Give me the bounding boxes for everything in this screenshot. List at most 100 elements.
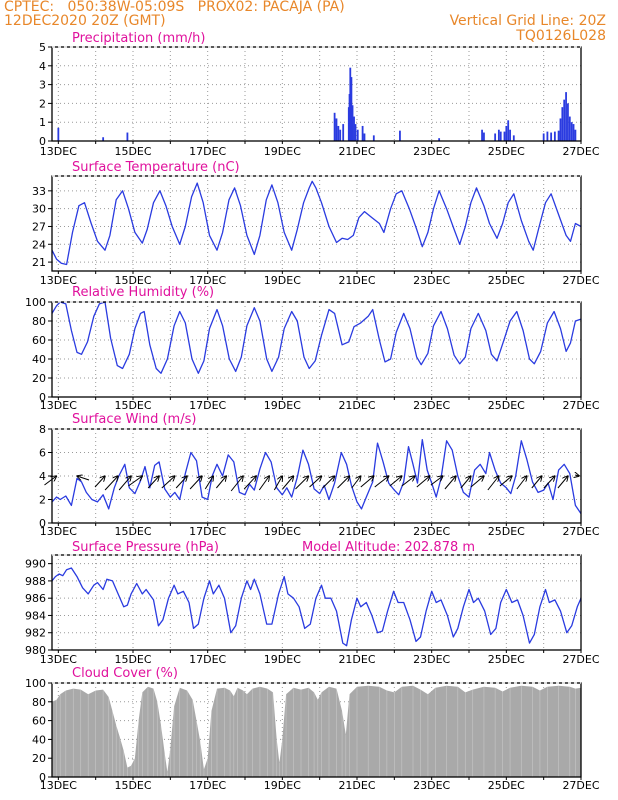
wind-xtick-label: 19DEC [264,525,301,538]
wind-vector [147,476,159,489]
humidity-series-line [51,301,582,374]
pressure-title: Surface Pressure (hPa) [72,540,219,555]
wind-vector [104,476,118,491]
temperature-title: Surface Temperature (nC) [72,160,240,175]
precip-bar [372,135,375,141]
cloud-ytick-label: 80 [32,696,46,709]
cloud-xtick-label: 23DEC [413,779,450,792]
cloud-ytick-label: 0 [39,771,46,784]
cloud-xtick-label: 13DEC [40,779,77,792]
cloud-xtick-label: 15DEC [114,779,151,792]
precip-bar [333,112,336,141]
cloud-title: Cloud Cover (%) [72,666,178,681]
wind-ytick-label: 2 [39,494,46,507]
precip-bar [512,135,515,141]
temperature-panel: 21 24 27 30 33 13DEC 15DEC 17DEC 19DEC 21DEC 23DEC… [32,160,600,287]
humidity-title: Relative Humidity (%) [72,285,214,300]
pressure-xtick-label: 27DEC [562,653,599,666]
wind-panel: 0 2 4 6 8 13DEC 15DEC 17DEC 19DEC 21DEC 23DEC 25DEC… [39,412,600,538]
wind-vector [322,476,335,489]
precip-xtick-label: 23DEC [413,145,450,158]
cloud-ytick-label: 20 [32,752,46,765]
precip-xtick-label: 15DEC [114,145,151,158]
precip-bar [574,129,577,141]
pressure-ytick-label: 990 [25,558,46,571]
precip-bar [507,120,510,141]
humidity-frame [51,301,582,398]
wind-xtick-label: 17DEC [189,525,226,538]
precip-xtick-label: 21DEC [338,145,375,158]
precip-xtick-label: 27DEC [562,145,599,158]
humidity-panel: 0 20 40 60 80 100 13DEC 15DEC 17DEC 19DEC 21DEC 23D… [25,285,600,412]
precip-ytick-label: 0 [39,135,46,148]
precip-bar [337,125,340,141]
wind-vector [531,476,542,489]
cloud-ytick-label: 40 [32,733,46,746]
precip-xtick-label: 19DEC [264,145,301,158]
wind-vector [575,475,579,476]
temperature-xtick-label: 15DEC [114,274,151,287]
wind-ytick-label: 8 [39,423,46,436]
humidity-xtick-label: 15DEC [114,399,151,412]
wind-vector [44,476,56,486]
precip-bar [349,67,352,141]
precip-bar [505,125,508,141]
temperature-ytick-label: 21 [32,256,46,269]
humidity-xtick-label: 25DEC [488,399,525,412]
wind-vector [470,476,484,488]
temperature-ytick-label: 27 [32,220,46,233]
pressure-xtick-label: 21DEC [338,653,375,666]
wind-ytick-label: 0 [39,517,46,530]
wind-vector [351,476,361,489]
pressure-ytick-label: 988 [25,575,46,588]
wind-ytick-label: 4 [39,470,46,483]
wind-vector [430,476,443,486]
precip-bar [339,129,342,141]
precip-panel: 0 1 2 3 4 5 13DEC 15DEC 17DEC 19DEC 21DEC 23DEC 25DE… [39,31,600,158]
wind-vector [243,476,256,490]
pressure-xtick-label: 23DEC [413,653,450,666]
wind-vector [189,476,202,490]
precip-ytick-label: 3 [39,79,46,92]
precip-bar [102,137,105,141]
precip-bar [499,131,502,141]
precip-bar [351,105,354,141]
wind-xtick-label: 21DEC [338,525,375,538]
wind-vector [516,476,527,490]
cloud-xtick-label: 21DEC [338,779,375,792]
wind-vector [282,476,294,490]
humidity-ytick-label: 100 [25,296,46,309]
precip-frame [51,46,582,142]
precip-xtick-label: 13DEC [40,145,77,158]
humidity-ytick-label: 0 [39,391,46,404]
precip-bar [497,129,500,141]
precip-bar [557,130,560,141]
temperature-xtick-label: 13DEC [40,274,77,287]
pressure-xtick-label: 15DEC [114,653,151,666]
precip-ytick-label: 1 [39,116,46,129]
pressure-frame [51,554,582,651]
wind-vector [460,476,471,489]
temperature-xtick-label: 27DEC [562,274,599,287]
wind-vector [389,476,402,487]
humidity-xtick-label: 21DEC [338,399,375,412]
wind-vector [337,476,350,489]
humidity-ytick-label: 60 [32,334,46,347]
wind-vector [77,476,90,480]
wind-vector [215,476,226,489]
wind-vector [175,476,187,489]
wind-xtick-label: 15DEC [114,525,151,538]
humidity-ytick-label: 80 [32,315,46,328]
precip-bar [342,124,345,141]
wind-vector [204,476,213,490]
wind-vector [128,476,142,487]
precip-bar [438,138,441,141]
pressure-xtick-label: 25DEC [488,653,525,666]
temperature-ytick-label: 24 [32,238,46,251]
temperature-series-line [51,180,582,266]
cloud-ytick-label: 100 [25,677,46,690]
temperature-xtick-label: 25DEC [488,274,525,287]
wind-vector [499,476,512,487]
cloud-xtick-label: 19DEC [264,779,301,792]
temperature-xtick-label: 19DEC [264,274,301,287]
